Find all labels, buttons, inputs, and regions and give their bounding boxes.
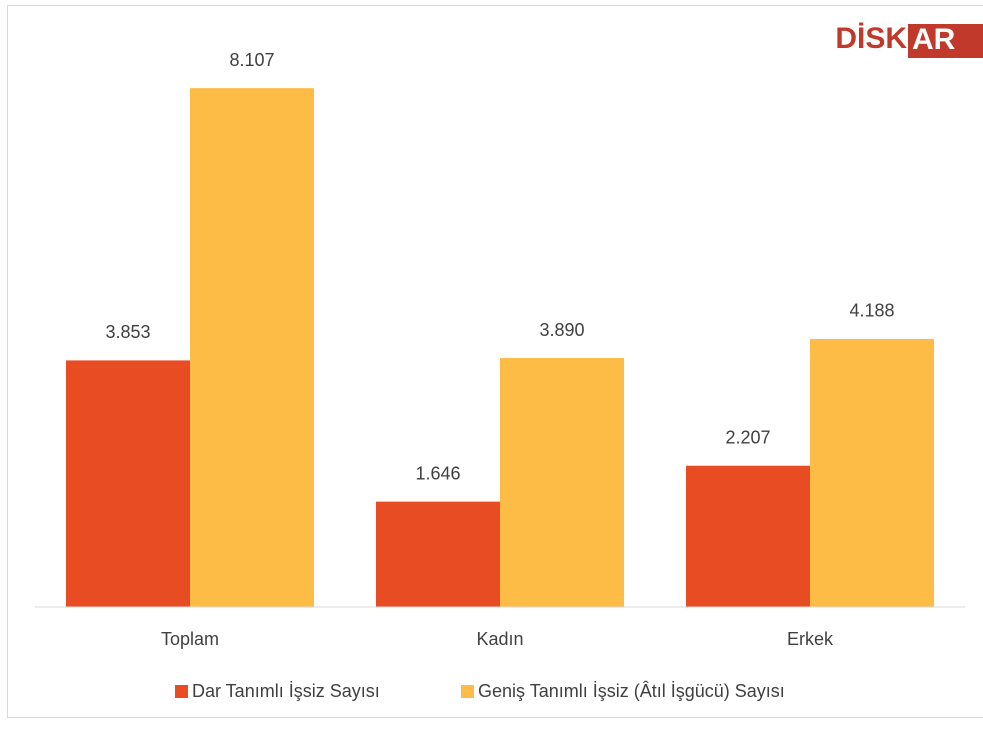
- bar: [190, 88, 314, 608]
- bar: [500, 358, 624, 607]
- logo-box: [908, 24, 983, 58]
- bar: [66, 360, 190, 607]
- bar: [810, 338, 934, 607]
- data-label: 2.207: [725, 428, 770, 448]
- legend-swatch: [461, 685, 474, 698]
- data-label: 4.188: [849, 301, 894, 321]
- data-label: 1.646: [415, 463, 460, 483]
- data-label: 8.107: [229, 50, 274, 70]
- data-label: 3.853: [105, 322, 150, 342]
- logo-right: AR: [912, 23, 956, 56]
- legend-label: Dar Tanımlı İşsiz Sayısı: [192, 681, 380, 701]
- x-tick-label: Toplam: [161, 629, 219, 649]
- bar: [376, 501, 500, 607]
- legend-label: Geniş Tanımlı İşsiz (Âtıl İşgücü) Sayısı: [478, 681, 785, 701]
- x-tick-label: Kadın: [476, 629, 523, 649]
- x-tick-label: Erkek: [787, 629, 834, 649]
- logo-left: DİSK: [835, 22, 907, 55]
- legend-swatch: [175, 685, 188, 698]
- data-label: 3.890: [539, 320, 584, 340]
- bar: [686, 465, 810, 607]
